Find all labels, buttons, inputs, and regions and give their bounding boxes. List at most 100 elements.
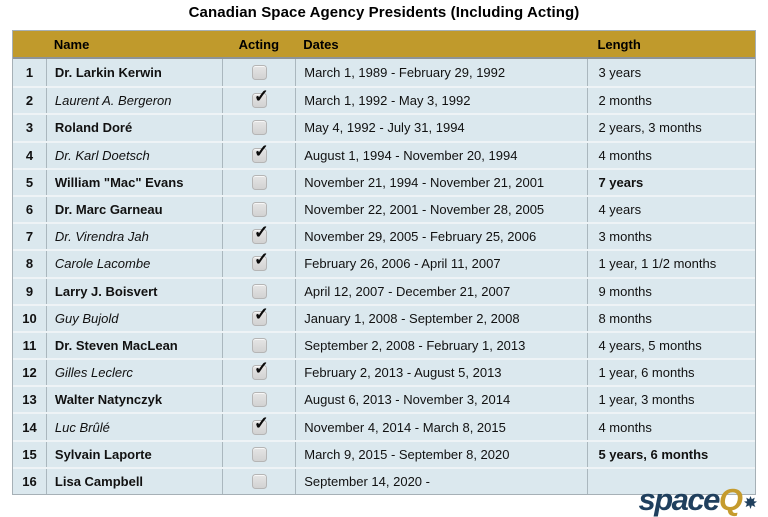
acting-cell: ✓ [222, 278, 295, 304]
table-row: 16 Lisa Campbell ✓ September 14, 2020 - [13, 466, 755, 494]
acting-checkbox[interactable]: ✓ [251, 174, 267, 190]
table-row: 12 Gilles Leclerc ✓ February 2, 2013 - A… [13, 358, 755, 386]
header-cell-name: Name [53, 36, 90, 52]
president-name: William "Mac" Evans [45, 169, 223, 195]
table-row: 5 William "Mac" Evans ✓ November 21, 199… [13, 167, 755, 195]
row-number: 5 [25, 174, 34, 190]
president-name: Dr. Larkin Kerwin [45, 59, 223, 87]
row-number: 14 [22, 419, 37, 435]
acting-cell: ✓ [222, 115, 295, 141]
table-row: 9 Larry J. Boisvert ✓ April 12, 2007 - D… [13, 276, 755, 304]
term-dates: November 22, 2001 - November 28, 2005 [295, 196, 587, 223]
acting-cell: ✓ [222, 359, 295, 386]
president-name: Gilles Leclerc [45, 360, 223, 386]
term-length: 3 months [587, 224, 755, 250]
acting-checkbox[interactable]: ✓ [251, 65, 267, 81]
president-name: Dr. Karl Doetsch [45, 142, 223, 168]
term-length [587, 468, 755, 494]
row-number: 2 [25, 93, 34, 109]
acting-cell: ✓ [222, 332, 295, 359]
row-number: 16 [22, 473, 37, 489]
president-name: Dr. Steven MacLean [45, 332, 223, 359]
term-length: 3 years [587, 59, 755, 87]
term-dates: August 6, 2013 - November 3, 2014 [295, 387, 587, 413]
term-length: 4 months [587, 414, 755, 440]
table-row: 7 Dr. Virendra Jah ✓ November 29, 2005 -… [13, 222, 755, 250]
acting-cell: ✓ [222, 305, 295, 331]
table-row: 4 Dr. Karl Doetsch ✓ August 1, 1994 - No… [13, 140, 755, 168]
acting-checkbox[interactable]: ✓ [251, 473, 267, 489]
acting-cell: ✓ [222, 250, 295, 277]
term-dates: February 2, 2013 - August 5, 2013 [295, 360, 587, 386]
president-name: Guy Bujold [45, 305, 223, 331]
check-icon: ✓ [253, 412, 269, 433]
spaceq-logo: space Q [638, 484, 757, 515]
acting-checkbox[interactable]: ✓ [251, 337, 267, 353]
president-name: Dr. Virendra Jah [45, 224, 223, 250]
term-length: 5 years, 6 months [587, 441, 755, 467]
check-icon: ✓ [253, 140, 269, 161]
term-dates: March 1, 1989 - February 29, 1992 [295, 59, 587, 87]
check-icon: ✓ [253, 86, 269, 107]
acting-checkbox[interactable]: ✓ [251, 446, 267, 462]
president-name: Walter Natynczyk [45, 387, 223, 413]
header-cell-acting: Acting [238, 36, 280, 52]
table-row: 3 Roland Doré ✓ May 4, 1992 - July 31, 1… [13, 113, 755, 141]
acting-checkbox[interactable]: ✓ [251, 392, 267, 408]
acting-checkbox[interactable]: ✓ [251, 305, 269, 326]
president-name: Luc Brûlé [45, 414, 223, 440]
term-length: 4 months [587, 142, 755, 168]
acting-checkbox[interactable]: ✓ [251, 120, 267, 136]
acting-checkbox[interactable]: ✓ [251, 202, 267, 218]
table-row: 11 Dr. Steven MacLean ✓ September 2, 200… [13, 330, 755, 359]
table-row: 1 Dr. Larkin Kerwin ✓ March 1, 1989 - Fe… [13, 59, 755, 87]
term-dates: January 1, 2008 - September 2, 2008 [295, 305, 587, 331]
logo-text-space: space [638, 482, 720, 517]
table-row: 6 Dr. Marc Garneau ✓ November 22, 2001 -… [13, 194, 755, 223]
acting-checkbox[interactable]: ✓ [251, 142, 269, 163]
term-length: 2 months [587, 88, 755, 114]
row-number: 6 [25, 202, 34, 218]
table-row: 10 Guy Bujold ✓ January 1, 2008 - Septem… [13, 303, 755, 331]
term-length: 8 months [587, 305, 755, 331]
table-header-row: Name Acting Dates Length [13, 31, 755, 59]
page-title: Canadian Space Agency Presidents (Includ… [188, 4, 580, 21]
acting-cell: ✓ [222, 223, 295, 250]
check-icon: ✓ [253, 249, 269, 270]
acting-checkbox[interactable]: ✓ [251, 87, 269, 109]
header-cell-length: Length [597, 36, 641, 52]
term-length: 9 months [587, 278, 755, 304]
acting-cell: ✓ [222, 387, 295, 413]
acting-cell: ✓ [222, 441, 295, 467]
row-number: 10 [22, 310, 37, 326]
acting-checkbox[interactable]: ✓ [251, 359, 269, 381]
acting-checkbox[interactable]: ✓ [251, 250, 269, 272]
acting-cell: ✓ [222, 59, 295, 87]
row-number: 7 [25, 229, 34, 245]
acting-checkbox[interactable]: ✓ [251, 223, 269, 245]
term-dates: August 1, 1994 - November 20, 1994 [295, 142, 587, 168]
term-length: 7 years [587, 169, 755, 195]
table-row: 14 Luc Brûlé ✓ November 4, 2014 - March … [13, 412, 755, 440]
acting-cell: ✓ [222, 414, 295, 440]
acting-checkbox[interactable]: ✓ [251, 414, 269, 435]
acting-cell: ✓ [222, 142, 295, 168]
row-number: 9 [25, 283, 34, 299]
table-body: 1 Dr. Larkin Kerwin ✓ March 1, 1989 - Fe… [13, 59, 755, 494]
term-length: 1 year, 1 1/2 months [587, 251, 755, 277]
acting-cell: ✓ [222, 87, 295, 114]
term-dates: April 12, 2007 - December 21, 2007 [295, 278, 587, 304]
acting-cell: ✓ [222, 468, 295, 494]
president-name: Dr. Marc Garneau [45, 196, 223, 223]
acting-checkbox[interactable]: ✓ [251, 283, 267, 299]
term-length: 1 year, 3 months [587, 387, 755, 413]
check-icon: ✓ [253, 222, 269, 243]
term-dates: November 4, 2014 - March 8, 2015 [295, 414, 587, 440]
term-dates: March 1, 1992 - May 3, 1992 [295, 88, 587, 114]
check-icon: ✓ [253, 303, 269, 324]
term-dates: March 9, 2015 - September 8, 2020 [295, 441, 587, 467]
president-name: Carole Lacombe [45, 251, 223, 277]
president-name: Laurent A. Bergeron [45, 88, 223, 114]
check-icon: ✓ [253, 358, 269, 379]
table-row: 15 Sylvain Laporte ✓ March 9, 2015 - Sep… [13, 439, 755, 467]
